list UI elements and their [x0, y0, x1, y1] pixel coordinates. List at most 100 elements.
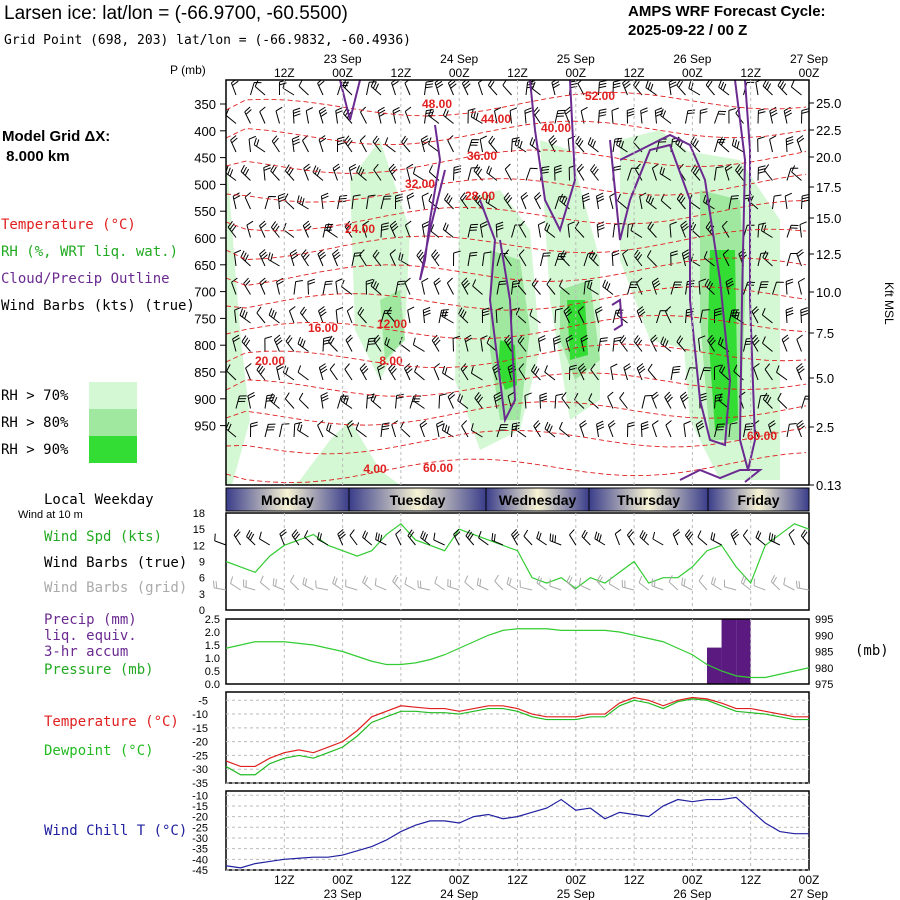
pressure-axis-label: P (mb) [170, 63, 206, 77]
wind-barb [743, 337, 754, 352]
wind-barb [796, 420, 805, 438]
wind-barb [421, 192, 429, 210]
wind-barb [546, 278, 556, 295]
wind-barb [596, 420, 605, 438]
temperature-contour-label: 12.00 [377, 317, 407, 331]
wind-barb [276, 363, 284, 381]
wind-barb [714, 166, 724, 181]
wind-barb [317, 80, 325, 96]
wind-barb-true [511, 529, 520, 546]
weekday-label: Monday [261, 492, 314, 508]
wind-barb [612, 80, 621, 96]
cloud-outline [479, 199, 517, 424]
wind-barb [762, 336, 773, 352]
wind-barb [619, 334, 628, 352]
legend-wind-chill: Wind Chill T (°C) [44, 823, 188, 839]
wind-barb [428, 108, 440, 124]
wind-barb [665, 420, 672, 438]
wind-barb [504, 334, 513, 352]
wind-barb [760, 223, 773, 238]
wind-barb [630, 223, 643, 238]
height-tick-label: 25.0 [816, 96, 841, 111]
wind-barb [486, 165, 498, 181]
temperature-contour [226, 120, 807, 146]
wind-barb [322, 336, 331, 352]
temperature-contour [226, 401, 807, 426]
wind-barb [574, 392, 585, 409]
wind-barb [518, 363, 527, 381]
wind-barb [412, 337, 425, 352]
legend-rh80: RH > 80% [1, 415, 69, 431]
top-date-tick: 24 Sep [440, 52, 478, 66]
height-axis-label: Kft MSL [882, 282, 896, 325]
wind-barb [688, 81, 701, 96]
height-tick-label: 0.13 [816, 478, 841, 493]
wind-barb [250, 421, 258, 438]
wind-barb-grid [289, 574, 300, 591]
wind-barb [641, 395, 653, 409]
precip-y-tick: 2.5 [205, 614, 220, 626]
wind-barb [750, 334, 760, 352]
wind-barb-true [672, 528, 681, 546]
temperature-contour [226, 149, 807, 174]
wind-barb [801, 193, 809, 210]
wind-barb [617, 193, 628, 210]
wind-barb [317, 249, 327, 267]
wind-barb [226, 364, 237, 381]
wind-barb [704, 278, 715, 295]
wind-barb [799, 221, 807, 238]
wind-barb-grid [519, 580, 533, 591]
wind-barb [509, 107, 518, 124]
wind-barb [559, 279, 570, 295]
wind-barb [534, 192, 542, 210]
height-tick-label: 17.5 [816, 180, 841, 195]
wind-barb [680, 220, 689, 238]
wind-barb [668, 80, 677, 96]
wind-barb [801, 395, 809, 409]
wind-barb [297, 365, 309, 381]
weekday-bar: Monday Tuesday Wednesday Thursday Friday [225, 487, 810, 512]
wind-barb [633, 249, 643, 267]
forecast-cycle-label: AMPS WRF Forecast Cycle: [628, 3, 826, 20]
wind-barb [372, 135, 382, 153]
bottom-time-tick: 00Z [332, 873, 353, 887]
wind-barb [322, 280, 333, 295]
height-tick-label: 10.0 [816, 285, 841, 300]
cloud-outline [529, 80, 577, 233]
wind-barb [670, 281, 682, 295]
wind-barb [302, 220, 312, 238]
wind-barb [344, 363, 353, 381]
wind-barb [796, 249, 804, 267]
temperature-contour-label: 16.00 [308, 321, 338, 335]
pressure-tick-label: 850 [194, 365, 216, 380]
wind-barb [335, 278, 343, 295]
wind-barb [248, 135, 257, 153]
wind-barb [335, 306, 344, 324]
temperature-contour-label: 60.00 [747, 429, 777, 443]
wind-barb [234, 306, 242, 324]
wind-barb [690, 136, 701, 153]
wind-barb [284, 193, 295, 210]
wind-barb [607, 420, 616, 438]
wind-barb [524, 107, 533, 124]
windchill-y-tick: -20 [192, 812, 208, 824]
wind-barb [461, 420, 469, 438]
wind-barb [551, 80, 560, 96]
wind-barb-grid [494, 574, 504, 591]
wind-barb [246, 220, 254, 238]
wind-barb [514, 137, 527, 153]
wind-barb [433, 277, 441, 295]
precip-y-tick: 0.0 [205, 679, 220, 691]
wind-barb [240, 250, 251, 267]
wind-barb [622, 249, 629, 267]
wind-barb [407, 306, 415, 324]
wind-barb [473, 164, 483, 181]
wind-barb [610, 363, 618, 381]
wind-barb [579, 420, 587, 438]
wind-barb-grid [710, 576, 722, 591]
wind-barb-true [594, 531, 606, 546]
wind-barb-true [453, 528, 461, 546]
wind-barb [380, 422, 390, 438]
wind-barb [284, 164, 295, 181]
temp-y-tick: -20 [192, 737, 208, 749]
